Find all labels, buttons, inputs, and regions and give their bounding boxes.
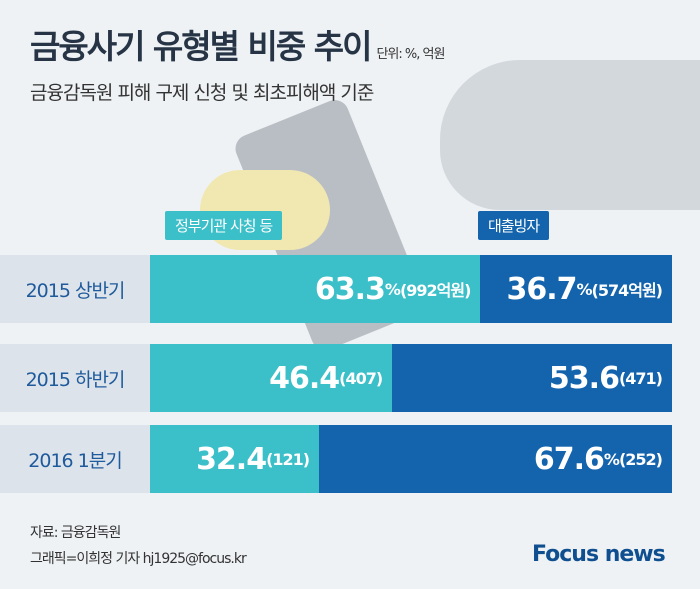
bar-row: 2016 1분기 32.4 (121) 67.6% (252) [0,425,700,493]
source-text: 자료: 금융감독원 [30,525,121,541]
category-label: 2015 하반기 [0,344,150,412]
bar-segment: 36.7% (574억원) [480,255,672,323]
data-label: 36.7 [506,271,577,307]
data-label: 46.4 [269,360,340,396]
credit-text: 그래픽=이희정 기자 hj1925@focus.kr [30,551,247,567]
data-label: % [603,449,620,469]
data-label: (407) [339,368,383,388]
chart-subtitle: 금융감독원 피해 구제 신청 및 최초피해액 기준 [30,82,374,104]
data-label: (471) [618,368,663,388]
data-label: 63.3 [314,271,386,307]
data-label: (252) [618,449,663,469]
category-label: 2015 상반기 [0,255,150,323]
data-label: (121) [266,449,310,469]
data-label: (992억원) [399,281,471,300]
bar-segment: 63.3% (992억원) [150,255,481,323]
bar-segment: 46.4 (407) [150,344,393,412]
bar-segment: 32.4 (121) [150,425,320,493]
data-label: 32.4 [196,441,267,477]
data-label: % [384,279,401,299]
data-label: 67.6 [533,441,605,477]
data-label: 53.6 [548,360,620,396]
focus-news-logo: Focus news [532,542,666,567]
data-label: % [576,279,592,299]
hand-illustration [440,60,700,210]
bar-segment: 53.6 (471) [392,344,672,412]
bar-row: 2015 하반기 46.4 (407) 53.6 (471) [0,344,700,412]
legend-government-impersonation: 정부기관 사칭 등 [165,211,283,240]
unit-label: 단위: %, 억원 [376,47,445,62]
bar-row: 2015 상반기 63.3% (992억원) 36.7% (574억원) [0,255,700,323]
legend-loan-fraud: 대출빙자 [478,211,550,240]
bar-segment: 67.6% (252) [319,425,672,493]
title-text: 금융사기 유형별 비중 추이 [30,27,372,66]
data-label: (574억원) [591,281,663,300]
category-label: 2016 1분기 [0,425,150,493]
